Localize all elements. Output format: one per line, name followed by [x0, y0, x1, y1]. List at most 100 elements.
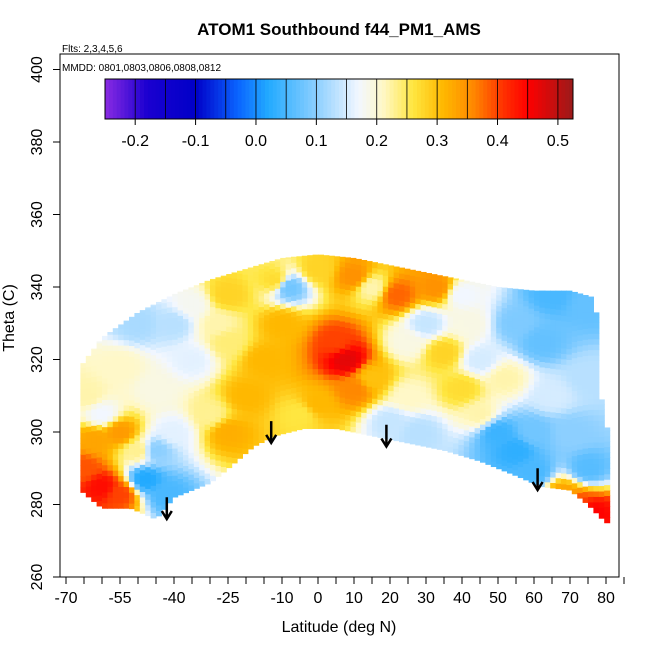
- heatmap-cell: [220, 433, 227, 440]
- heatmap-cell: [561, 385, 567, 392]
- heatmap-cell: [561, 440, 567, 447]
- heatmap-cell: [102, 383, 108, 390]
- heatmap-cell: [490, 297, 497, 304]
- heatmap-cell: [588, 398, 594, 405]
- heatmap-cell: [361, 319, 368, 326]
- heatmap-cell: [577, 372, 584, 379]
- heatmap-cell: [372, 392, 378, 399]
- heatmap-cell: [372, 360, 378, 367]
- heatmap-cell: [145, 428, 152, 435]
- heatmap-cell: [328, 281, 335, 288]
- heatmap-cell: [377, 295, 384, 302]
- heatmap-cell: [496, 392, 503, 399]
- colorbar-segment: [171, 79, 176, 119]
- heatmap-cell: [582, 317, 589, 324]
- heatmap-cell: [571, 422, 578, 429]
- heatmap-cell: [139, 317, 146, 324]
- heatmap-cell: [134, 505, 141, 512]
- heatmap-cell: [474, 394, 481, 401]
- heatmap-cell: [480, 331, 486, 338]
- heatmap-cell: [231, 305, 238, 312]
- heatmap-cell: [339, 418, 346, 425]
- heatmap-cell: [112, 350, 119, 357]
- heatmap-cell: [490, 455, 497, 462]
- heatmap-cell: [188, 354, 195, 361]
- heatmap-cell: [480, 424, 486, 431]
- heatmap-cell: [463, 280, 470, 284]
- heatmap-cell: [193, 297, 200, 304]
- heatmap-cell: [274, 282, 281, 289]
- heatmap-cell: [318, 384, 324, 391]
- heatmap-cell: [156, 330, 162, 337]
- heatmap-cell: [183, 454, 189, 461]
- heatmap-cell: [139, 426, 146, 433]
- heatmap-cell: [420, 299, 427, 306]
- x-tick-label: -55: [108, 590, 131, 607]
- heatmap-cell: [399, 316, 405, 323]
- heatmap-cell: [512, 312, 519, 319]
- heatmap-cell: [220, 455, 227, 462]
- heatmap-cell: [123, 475, 130, 482]
- heatmap-cell: [415, 417, 422, 424]
- heatmap-cell: [102, 448, 108, 455]
- heatmap-cell: [593, 496, 600, 503]
- heatmap-cell: [393, 418, 400, 425]
- heatmap-cell: [442, 352, 449, 359]
- x-tick-label: 60: [525, 590, 543, 607]
- heatmap-cell: [350, 333, 357, 340]
- heatmap-cell: [193, 346, 200, 353]
- heatmap-cell: [166, 355, 173, 362]
- heatmap-cell: [123, 459, 130, 466]
- heatmap-cell: [237, 371, 243, 378]
- heatmap-cell: [404, 350, 411, 357]
- heatmap-cell: [80, 416, 87, 423]
- heatmap-cell: [447, 348, 454, 355]
- heatmap-cell: [193, 439, 200, 446]
- heatmap-cell: [469, 442, 476, 449]
- heatmap-cell: [480, 298, 486, 305]
- heatmap-cell: [85, 409, 92, 416]
- heatmap-cell: [129, 345, 135, 352]
- heatmap-cell: [226, 364, 233, 371]
- heatmap-cell: [247, 378, 254, 385]
- heatmap-cell: [242, 269, 249, 275]
- heatmap-cell: [382, 378, 389, 385]
- heatmap-cell: [166, 306, 173, 313]
- heatmap-cell: [350, 404, 357, 411]
- colorbar-segment: [553, 79, 558, 119]
- heatmap-cell: [571, 335, 578, 342]
- heatmap-cell: [183, 389, 189, 396]
- colorbar-segment: [401, 79, 406, 119]
- heatmap-cell: [80, 459, 87, 466]
- heatmap-cell: [220, 401, 227, 408]
- heatmap-cell: [480, 396, 486, 403]
- heatmap-cell: [399, 278, 405, 285]
- heatmap-cell: [112, 475, 119, 482]
- heatmap-cell: [156, 301, 162, 305]
- heatmap-cell: [339, 375, 346, 382]
- heatmap-cell: [123, 399, 130, 406]
- heatmap-cell: [307, 406, 314, 413]
- heatmap-cell: [296, 331, 303, 338]
- heatmap-cell: [123, 388, 130, 395]
- heatmap-cell: [102, 366, 108, 373]
- heatmap-cell: [334, 395, 341, 402]
- heatmap-cell: [555, 352, 562, 359]
- heatmap-cell: [588, 349, 594, 356]
- heatmap-cell: [523, 403, 530, 410]
- heatmap-cell: [296, 288, 303, 295]
- heatmap-cell: [415, 395, 422, 402]
- heatmap-cell: [242, 388, 249, 395]
- heatmap-cell: [220, 395, 227, 402]
- heatmap-cell: [577, 345, 584, 352]
- heatmap-cell: [177, 434, 184, 441]
- heatmap-cell: [512, 437, 519, 444]
- heatmap-cell: [145, 450, 152, 457]
- heatmap-cell: [166, 410, 173, 417]
- heatmap-cell: [588, 322, 594, 329]
- heatmap-cell: [107, 377, 114, 384]
- heatmap-cell: [404, 323, 411, 330]
- heatmap-cell: [118, 328, 125, 335]
- heatmap-cell: [210, 278, 216, 280]
- heatmap-cell: [264, 282, 270, 289]
